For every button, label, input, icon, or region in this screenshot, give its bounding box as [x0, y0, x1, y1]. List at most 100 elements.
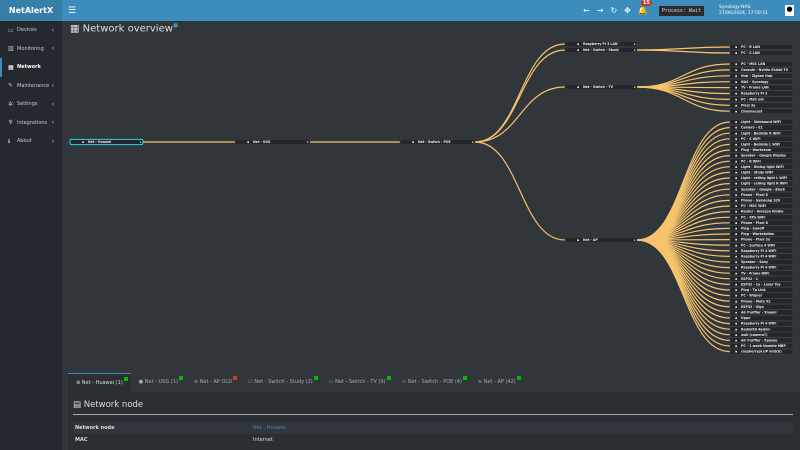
device-node[interactable]: Air Purifier - Xiaomi ▪ — [729, 309, 794, 316]
device-node[interactable]: ESP32 - Vigo ▪ — [729, 303, 794, 310]
collapse-icon[interactable]: ▸ — [634, 85, 636, 89]
sidebar-item-settings[interactable]: ✲ Settings ‹ — [0, 95, 62, 114]
collapse-icon[interactable]: ▸ — [634, 42, 636, 46]
network-node[interactable]: Raspberry Pi 3 LAN ▪ ▸ — [564, 41, 638, 47]
device-node[interactable]: Pixel 3a ▪ — [729, 102, 794, 109]
sidebar-item-about[interactable]: ℹ About ‹ — [0, 132, 62, 151]
device-node[interactable]: Speaker - Google Display ▪ — [729, 152, 794, 159]
device-node[interactable]: TV - Frame LAN ▪ — [729, 84, 794, 91]
device-node[interactable]: Air Purifier - Xpozee ▪ — [729, 337, 794, 344]
collapse-icon[interactable]: ▸ — [472, 140, 474, 144]
device-node[interactable]: TV - Frame WiFi ▪ — [729, 270, 794, 277]
refresh-icon[interactable]: ↻ — [610, 6, 618, 15]
device-node[interactable]: Light - Bedside L WiFi ▪ — [729, 141, 794, 148]
device-node[interactable]: PC - 1 week Nomble MBP ▪ — [729, 343, 794, 349]
device-node[interactable]: Light - ceiling light L WiFi ▪ — [729, 175, 794, 181]
tab-node[interactable]: ≋ Net - AP (42) — [470, 373, 524, 392]
device-node[interactable]: Camera - E1 ▪ — [729, 124, 794, 131]
network-node[interactable]: Net - Switch - TV ▪ ▸ — [564, 84, 638, 90]
tab-node[interactable]: ≋ Net - AP OLD — [186, 373, 240, 392]
device-node[interactable]: Chromecast ▪ — [729, 108, 794, 115]
collapse-icon[interactable]: ▸ — [634, 238, 636, 242]
collapse-icon[interactable]: ▸ — [140, 140, 142, 144]
device-node[interactable]: Raspberry Pi 4 WiFi ▪ — [729, 320, 794, 327]
device-icon: ▪ — [735, 187, 737, 191]
wrench-icon: ✎ — [8, 82, 14, 90]
device-node[interactable]: ESP32 - 1a - Laser Toy ▪ — [729, 281, 794, 288]
move-icon[interactable]: ✥ — [624, 6, 631, 15]
network-node[interactable]: Net - USG ▪ ▸ — [234, 139, 311, 145]
device-node[interactable]: Plug - Workroom ▪ — [729, 147, 794, 153]
device-node[interactable]: Speaker - Sony ▪ — [729, 259, 794, 265]
collapse-icon[interactable]: ▸ — [307, 140, 309, 144]
network-node[interactable]: Net - Switch - POE ▪ ▸ — [399, 139, 476, 145]
device-node[interactable]: Raspberry Pi 4 WiFi ▪ — [729, 253, 794, 260]
device-node[interactable]: Phone - Pixel 3a ▪ — [729, 236, 794, 243]
hamburger-icon[interactable]: ☰ — [68, 5, 77, 16]
tab-node[interactable]: ▭ Net - Switch - POE (4) — [394, 373, 470, 392]
device-node[interactable]: Light - Sideboard WiFi ▪ — [729, 119, 794, 125]
device-node[interactable]: NAS - Synology ▪ — [729, 78, 794, 85]
device-node[interactable]: raspberrypi (IP match) ▪ — [729, 348, 794, 355]
svg-text:Phone - Samsung S20: Phone - Samsung S20 — [741, 199, 781, 203]
device-node[interactable]: wall (camera?) ▪ — [729, 331, 794, 338]
device-node[interactable]: Speaker - Google - Black ▪ — [729, 186, 794, 193]
sidebar-item-maintenance[interactable]: ✎ Maintenance ‹ — [0, 77, 62, 96]
device-node[interactable]: PC - XPS WiFi ▪ — [729, 214, 794, 221]
device-node[interactable]: Light - ceiling light R WiFi ▪ — [729, 180, 794, 187]
avatar[interactable]: ● — [785, 5, 794, 16]
device-node[interactable]: Plug - Tp Link ▪ — [729, 287, 794, 293]
device-node[interactable]: Oppo ▪ — [729, 315, 794, 321]
tab-node[interactable]: ⊕ Net - Huawei (1) — [68, 373, 131, 392]
device-node[interactable]: Plug - Workstation ▪ — [729, 231, 794, 237]
sidebar-item-integrations[interactable]: ♆ Integrations ‹ — [0, 114, 62, 133]
node-link[interactable]: Net - Huawei — [253, 425, 286, 431]
device-node[interactable]: RedmiXA Redmi ▪ — [729, 326, 794, 333]
device-node[interactable]: Phone - Samsung S20 ▪ — [729, 197, 794, 204]
device-node[interactable]: Raspberry Pi 3 ▪ — [729, 90, 794, 97]
sidebar-item-monitoring[interactable]: ▥ Monitoring ‹ — [0, 40, 62, 59]
device-node[interactable]: Light - Dining light WiFi ▪ — [729, 163, 794, 170]
network-node[interactable]: Net - AP ▪ ▸ — [564, 237, 638, 243]
forward-icon[interactable]: → — [596, 6, 604, 15]
device-node[interactable]: PC - R LAN ▪ — [729, 44, 794, 50]
network-node[interactable]: Net - Switch - Study ▪ ▸ — [564, 47, 638, 53]
device-node[interactable]: Console - Nvidia Shield TV ▪ — [729, 67, 794, 73]
device-node[interactable]: PC - Wiqner ▪ — [729, 292, 794, 299]
sidebar-item-devices[interactable]: ▭ Devices ‹ — [0, 21, 62, 40]
device-node[interactable]: Plug - Sonoff ▪ — [729, 225, 794, 232]
device-node[interactable]: ESP32 - 1 ▪ — [729, 275, 794, 282]
device-node[interactable]: PC - S WiFi ▪ — [729, 135, 794, 142]
device-node[interactable]: Light - Bedside R WiFi ▪ — [729, 130, 794, 137]
tab-node[interactable]: ▭ Net - Switch - TV (9) — [321, 373, 394, 392]
tree-link — [636, 86, 731, 112]
help-icon[interactable]: ● — [172, 22, 179, 29]
logo[interactable]: NetAlertX — [0, 0, 62, 21]
network-node[interactable]: Net - Huawei ▪ ▸ — [69, 138, 144, 146]
bell-icon[interactable]: 🔔 15 — [637, 0, 652, 15]
device-node[interactable]: PC - S LAN ▪ — [729, 50, 794, 56]
device-node[interactable]: PC - MSC WiFi ▪ — [729, 203, 794, 209]
device-node[interactable]: PC - Surface 4 WiFi ▪ — [729, 242, 794, 249]
chart-icon: ▥ — [8, 45, 14, 53]
device-node[interactable]: Phone - Pixel 6 ▪ — [729, 191, 794, 198]
device-node[interactable]: Raspberry Pi 4 WiFi ▪ — [729, 247, 794, 254]
tab-node[interactable]: ● Net - USG (1) — [131, 373, 186, 392]
device-node[interactable]: PC - MSC LAN ▪ — [729, 61, 794, 67]
device-node[interactable]: Hub - Zigbee Hub ▪ — [729, 72, 794, 79]
device-node[interactable]: Raspberry Pi 4 WiFi ▪ — [729, 264, 794, 271]
sidebar-item-network[interactable]: ▦ Network — [0, 58, 62, 77]
device-icon: ▪ — [735, 327, 737, 331]
top-bar: NetAlertX ☰ ← → ↻ ✥ 🔔 15 Process: Wait Sy… — [0, 0, 800, 21]
gear-icon: ✲ — [8, 100, 14, 108]
device-node[interactable]: PC - R WiFi ▪ — [729, 158, 794, 165]
device-node[interactable]: Router - Amazon Kindle ▪ — [729, 208, 794, 215]
back-icon[interactable]: ← — [583, 6, 590, 15]
collapse-icon[interactable]: ▸ — [634, 48, 636, 52]
svg-text:Speaker - Sony: Speaker - Sony — [741, 260, 769, 264]
device-node[interactable]: PC - MSC old ▪ — [729, 96, 794, 103]
device-node[interactable]: Phone - Pixel 6 ▪ — [729, 219, 794, 226]
device-node[interactable]: Light - Study WiFi ▪ — [729, 169, 794, 176]
tab-node[interactable]: ▭ Net - Switch - Study (2) — [240, 373, 321, 392]
device-node[interactable]: Phone - Moto X2 ▪ — [729, 298, 794, 305]
